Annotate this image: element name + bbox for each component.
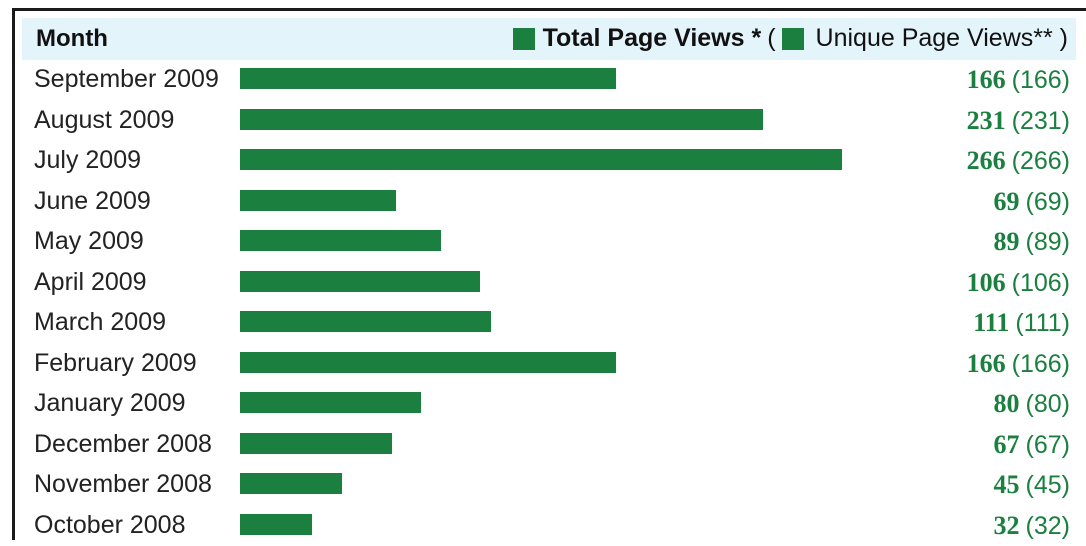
unique-views-value: (106) <box>1012 269 1070 297</box>
page-views-bar <box>240 190 396 211</box>
unique-views-value: (166) <box>1012 350 1070 378</box>
value-labels: 89(89) <box>994 227 1070 257</box>
legend-unique-label: Unique Page Views** ) <box>816 24 1068 53</box>
total-views-value: 231 <box>967 106 1006 135</box>
legend-total-label: Total Page Views * <box>543 24 762 53</box>
page-views-bar <box>240 149 842 170</box>
month-label: August 2009 <box>34 106 174 135</box>
month-label: October 2008 <box>34 511 186 540</box>
month-label: February 2009 <box>34 349 197 378</box>
unique-views-value: (166) <box>1012 66 1070 94</box>
month-label: March 2009 <box>34 308 166 337</box>
unique-views-value: (266) <box>1012 147 1070 175</box>
value-labels: 266(266) <box>967 146 1070 176</box>
chart-row: March 2009 111(111) <box>22 303 1076 344</box>
month-label: July 2009 <box>34 146 141 175</box>
unique-views-swatch-icon <box>782 28 804 50</box>
total-views-value: 69 <box>994 187 1020 216</box>
total-views-value: 111 <box>973 308 1009 337</box>
unique-views-value: (89) <box>1026 228 1070 256</box>
chart-row: June 2009 69(69) <box>22 182 1076 223</box>
page-views-bar <box>240 68 616 89</box>
month-label: January 2009 <box>34 389 186 418</box>
total-views-value: 166 <box>967 349 1006 378</box>
page-views-bar <box>240 392 421 413</box>
unique-views-value: (80) <box>1026 390 1070 418</box>
month-label: December 2008 <box>34 430 212 459</box>
total-views-value: 80 <box>994 389 1020 418</box>
page-views-bar <box>240 433 392 454</box>
total-views-value: 45 <box>994 470 1020 499</box>
legend-open-paren: ( <box>767 24 775 53</box>
value-labels: 80(80) <box>994 389 1070 419</box>
chart-row: December 2008 67(67) <box>22 425 1076 466</box>
value-labels: 32(32) <box>994 511 1070 541</box>
chart-row: August 2009 231(231) <box>22 101 1076 142</box>
total-views-value: 166 <box>967 65 1006 94</box>
value-labels: 231(231) <box>967 106 1070 136</box>
total-views-value: 89 <box>994 227 1020 256</box>
page-views-bar <box>240 230 441 251</box>
page-views-bar <box>240 352 616 373</box>
chart-row: September 2009 166(166) <box>22 60 1076 101</box>
total-views-value: 266 <box>967 146 1006 175</box>
chart-row: July 2009 266(266) <box>22 141 1076 182</box>
value-labels: 166(166) <box>967 65 1070 95</box>
value-labels: 166(166) <box>967 349 1070 379</box>
month-label: June 2009 <box>34 187 151 216</box>
page-views-bar <box>240 473 342 494</box>
page-views-bar <box>240 311 491 332</box>
table-header: Month Total Page Views * ( Unique Page V… <box>22 18 1076 60</box>
value-labels: 111(111) <box>973 308 1070 338</box>
legend: Total Page Views * ( Unique Page Views**… <box>513 24 1068 53</box>
total-views-swatch-icon <box>513 28 535 50</box>
unique-views-value: (45) <box>1026 471 1070 499</box>
chart-row: November 2008 45(45) <box>22 465 1076 506</box>
total-views-value: 67 <box>994 430 1020 459</box>
value-labels: 69(69) <box>994 187 1070 217</box>
unique-views-value: (111) <box>1015 309 1070 337</box>
unique-views-value: (32) <box>1026 512 1070 540</box>
value-labels: 106(106) <box>967 268 1070 298</box>
month-label: April 2009 <box>34 268 147 297</box>
value-labels: 45(45) <box>994 470 1070 500</box>
month-label: November 2008 <box>34 470 212 499</box>
value-labels: 67(67) <box>994 430 1070 460</box>
chart-row: February 2009 166(166) <box>22 344 1076 385</box>
unique-views-value: (69) <box>1026 188 1070 216</box>
chart-row: January 2009 80(80) <box>22 384 1076 425</box>
month-label: May 2009 <box>34 227 144 256</box>
month-column-header: Month <box>36 25 108 53</box>
chart-row: May 2009 89(89) <box>22 222 1076 263</box>
page-views-bar <box>240 109 763 130</box>
chart-row: April 2009 106(106) <box>22 263 1076 304</box>
unique-views-value: (67) <box>1026 431 1070 459</box>
total-views-value: 106 <box>967 268 1006 297</box>
page-views-bar <box>240 514 312 535</box>
page-views-bar <box>240 271 480 292</box>
month-label: September 2009 <box>34 65 219 94</box>
unique-views-value: (231) <box>1012 107 1070 135</box>
total-views-value: 32 <box>994 511 1020 540</box>
